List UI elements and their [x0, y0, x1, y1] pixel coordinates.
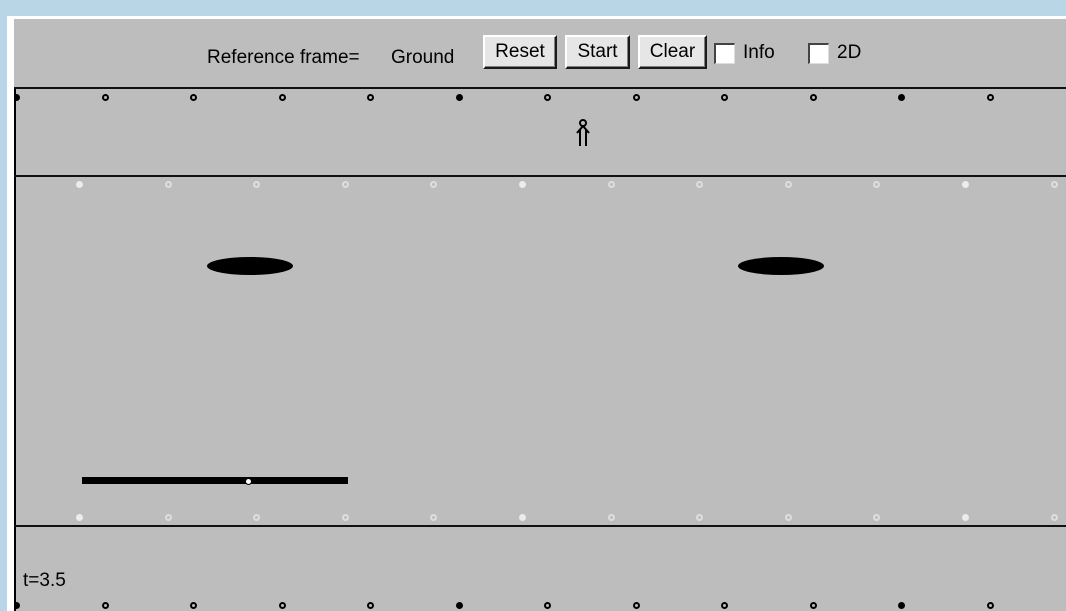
stick-figure-icon	[576, 119, 590, 146]
ground-marker-dot	[633, 602, 640, 609]
frame-marker-dot	[1051, 514, 1058, 521]
reference-frame-value: Ground	[391, 47, 455, 68]
simulation-panel: Reference frame= Ground Reset Start Clea…	[14, 19, 1066, 611]
ground-marker-dot	[279, 94, 286, 101]
reference-frame-label: Reference frame=	[207, 47, 360, 68]
left-border-line	[14, 87, 16, 611]
ground-marker-dot	[544, 602, 551, 609]
info-checkbox[interactable]	[714, 42, 735, 64]
frame-marker-dot	[430, 181, 437, 188]
frame-marker-dot	[962, 181, 969, 188]
frame-marker-dot	[873, 514, 880, 521]
frame-marker-dot	[1051, 181, 1058, 188]
time-readout: t=3.5	[23, 570, 66, 591]
ground-marker-dot	[367, 602, 374, 609]
frame-marker-dot	[342, 181, 349, 188]
ground-marker-dot	[544, 94, 551, 101]
ground-marker-dot	[898, 602, 905, 609]
frame-marker-dot	[785, 514, 792, 521]
ground-marker-dot	[633, 94, 640, 101]
frame-marker-dot	[519, 181, 526, 188]
ground-marker-dot	[456, 94, 463, 101]
ground-top-line	[14, 87, 1066, 89]
ground-marker-dot	[14, 94, 20, 101]
ground-separator-line	[14, 175, 1066, 177]
ground-marker-dot	[721, 602, 728, 609]
frame-marker-dot	[873, 181, 880, 188]
info-checkbox-control[interactable]: Info	[714, 42, 775, 64]
ground-marker-dot	[810, 602, 817, 609]
ground-marker-dot	[190, 602, 197, 609]
moving-object-right	[738, 257, 824, 275]
frame-marker-dot	[608, 181, 615, 188]
clear-button[interactable]: Clear	[638, 35, 707, 69]
rod	[82, 477, 348, 484]
ground-marker-dot	[456, 602, 463, 609]
ground-marker-dot	[367, 94, 374, 101]
start-button[interactable]: Start	[565, 35, 630, 69]
frame-marker-dot	[342, 514, 349, 521]
frame-marker-dot	[785, 181, 792, 188]
frame-marker-dot	[430, 514, 437, 521]
frame-marker-dot	[253, 181, 260, 188]
ground-marker-dot	[279, 602, 286, 609]
frame-marker-dot	[253, 514, 260, 521]
info-checkbox-label: Info	[743, 42, 775, 63]
lower-track-line	[14, 525, 1066, 527]
frame-marker-dot	[76, 514, 83, 521]
ground-marker-dot	[987, 94, 994, 101]
ground-marker-dot	[810, 94, 817, 101]
2d-checkbox-label: 2D	[837, 42, 862, 63]
moving-object-left	[207, 257, 293, 275]
frame-marker-dot	[165, 181, 172, 188]
ground-marker-dot	[721, 94, 728, 101]
2d-checkbox[interactable]	[808, 42, 829, 64]
frame-marker-dot	[696, 514, 703, 521]
reset-button[interactable]: Reset	[483, 35, 557, 69]
ground-marker-dot	[190, 94, 197, 101]
rod-pivot-marker	[245, 478, 252, 485]
ground-marker-dot	[987, 602, 994, 609]
frame-marker-dot	[608, 514, 615, 521]
frame-marker-dot	[76, 181, 83, 188]
ground-marker-dot	[14, 602, 20, 609]
applet-frame: Reference frame= Ground Reset Start Clea…	[7, 16, 1066, 611]
frame-marker-dot	[962, 514, 969, 521]
frame-marker-dot	[696, 181, 703, 188]
frame-marker-dot	[165, 514, 172, 521]
frame-marker-dot	[519, 514, 526, 521]
ground-marker-dot	[102, 602, 109, 609]
2d-checkbox-control[interactable]: 2D	[808, 42, 861, 64]
ground-marker-dot	[102, 94, 109, 101]
ground-marker-dot	[898, 94, 905, 101]
